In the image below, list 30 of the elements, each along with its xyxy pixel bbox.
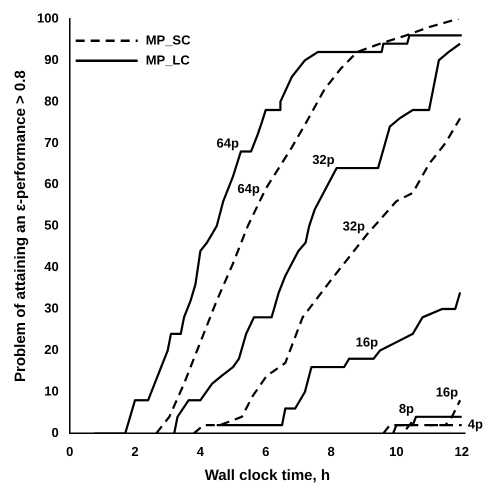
y-tick-label: 100 xyxy=(36,10,59,26)
annotation: 64p xyxy=(216,136,239,151)
y-tick-label: 40 xyxy=(44,259,59,274)
y-tick-label: 90 xyxy=(44,52,59,67)
x-tick-label: 12 xyxy=(454,444,469,459)
y-tick-label: 10 xyxy=(44,384,59,399)
annotation: 16p xyxy=(436,384,458,400)
y-tick-label: 30 xyxy=(44,300,59,316)
x-tick-label: 6 xyxy=(262,444,270,459)
annotation: 16p xyxy=(356,334,378,350)
annotation: 4p xyxy=(468,416,483,432)
y-tick-label: 60 xyxy=(44,176,59,192)
x-tick-label: 10 xyxy=(389,444,404,459)
x-tick-label: 0 xyxy=(66,444,74,459)
annotation: 32p xyxy=(312,152,335,168)
annotation: 64p xyxy=(237,181,260,196)
y-tick-label: 80 xyxy=(44,93,59,108)
legend-label: MP_SC xyxy=(146,32,192,48)
y-tick-label: 70 xyxy=(44,134,59,150)
x-tick-label: 8 xyxy=(327,444,335,459)
legend-label: MP_LC xyxy=(146,52,190,68)
x-tick-label: 2 xyxy=(131,444,139,459)
y-tick-label: 20 xyxy=(44,342,59,358)
y-axis-title: Problem of attaining an ε-performance > 0.8 xyxy=(12,70,30,382)
annotation: 8p xyxy=(398,400,414,416)
y-tick-label: 0 xyxy=(51,424,59,440)
annotation: 32p xyxy=(342,218,366,234)
y-tick-label: 50 xyxy=(44,218,59,233)
x-tick-label: 4 xyxy=(196,444,205,459)
x-axis-title: Wall clock time, h xyxy=(204,467,330,484)
